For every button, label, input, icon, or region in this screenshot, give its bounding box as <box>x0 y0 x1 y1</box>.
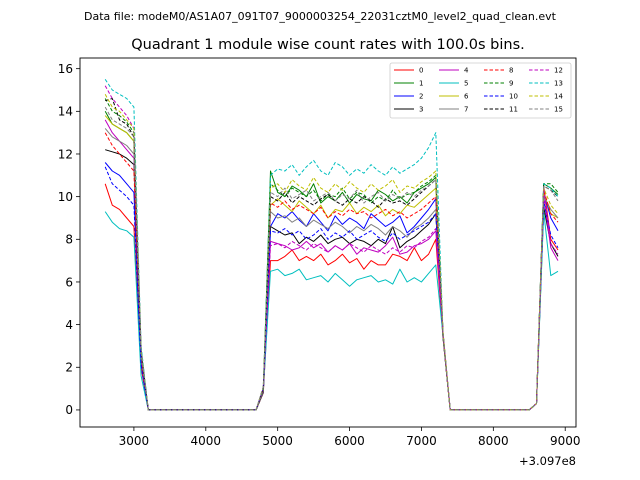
x-tick-label: 6000 <box>334 434 365 448</box>
y-tick-label: 12 <box>58 147 73 161</box>
x-tick-label: 7000 <box>406 434 437 448</box>
y-tick-label: 8 <box>65 233 73 247</box>
y-tick-label: 4 <box>65 318 73 332</box>
y-tick-label: 14 <box>58 105 73 119</box>
legend-label-0: 0 <box>419 67 423 75</box>
legend-label-10: 10 <box>509 93 518 101</box>
legend-label-7: 7 <box>464 106 468 114</box>
legend-label-5: 5 <box>464 80 468 88</box>
figure-suptitle: Data file: modeM0/AS1A07_091T07_90000032… <box>84 10 557 23</box>
legend-label-4: 4 <box>464 67 469 75</box>
legend-label-8: 8 <box>509 67 513 75</box>
plot-area: 3000 4000 5000 6000 7000 8000 9000 02468101214… <box>58 57 581 448</box>
y-tick-label: 2 <box>65 361 73 375</box>
x-tick-label: 3000 <box>119 434 150 448</box>
legend-label-9: 9 <box>509 80 513 88</box>
legend-label-6: 6 <box>464 93 469 101</box>
y-tick-label: 10 <box>58 190 73 204</box>
series-line-15 <box>104 106 559 411</box>
y-tick-label: 16 <box>58 62 73 76</box>
axes-frame <box>79 57 577 428</box>
x-axis-ticks: 3000 4000 5000 6000 7000 8000 9000 <box>119 427 581 448</box>
x-tick-label: 8000 <box>478 434 509 448</box>
legend-frame <box>389 62 572 119</box>
legend-label-2: 2 <box>419 93 423 101</box>
legend-label-11: 11 <box>509 106 518 114</box>
legend-label-15: 15 <box>554 106 563 114</box>
y-axis-ticks: 0 2 4 6 8 10 12 14 16 <box>58 62 80 417</box>
legend-label-14: 14 <box>554 93 563 101</box>
x-tick-label: 5000 <box>262 434 293 448</box>
y-tick-label: 6 <box>65 275 73 289</box>
x-tick-label: 9000 <box>550 434 581 448</box>
legend-label-13: 13 <box>554 80 563 88</box>
legend-label-3: 3 <box>419 106 423 114</box>
x-tick-label: 4000 <box>191 434 222 448</box>
series-lines <box>104 79 559 411</box>
legend-label-1: 1 <box>419 80 423 88</box>
chart-title: Quadrant 1 module wise count rates with … <box>131 37 525 53</box>
x-offset-text: +3.097e8 <box>519 454 576 468</box>
y-tick-label: 0 <box>65 403 73 417</box>
legend-label-12: 12 <box>554 67 563 75</box>
